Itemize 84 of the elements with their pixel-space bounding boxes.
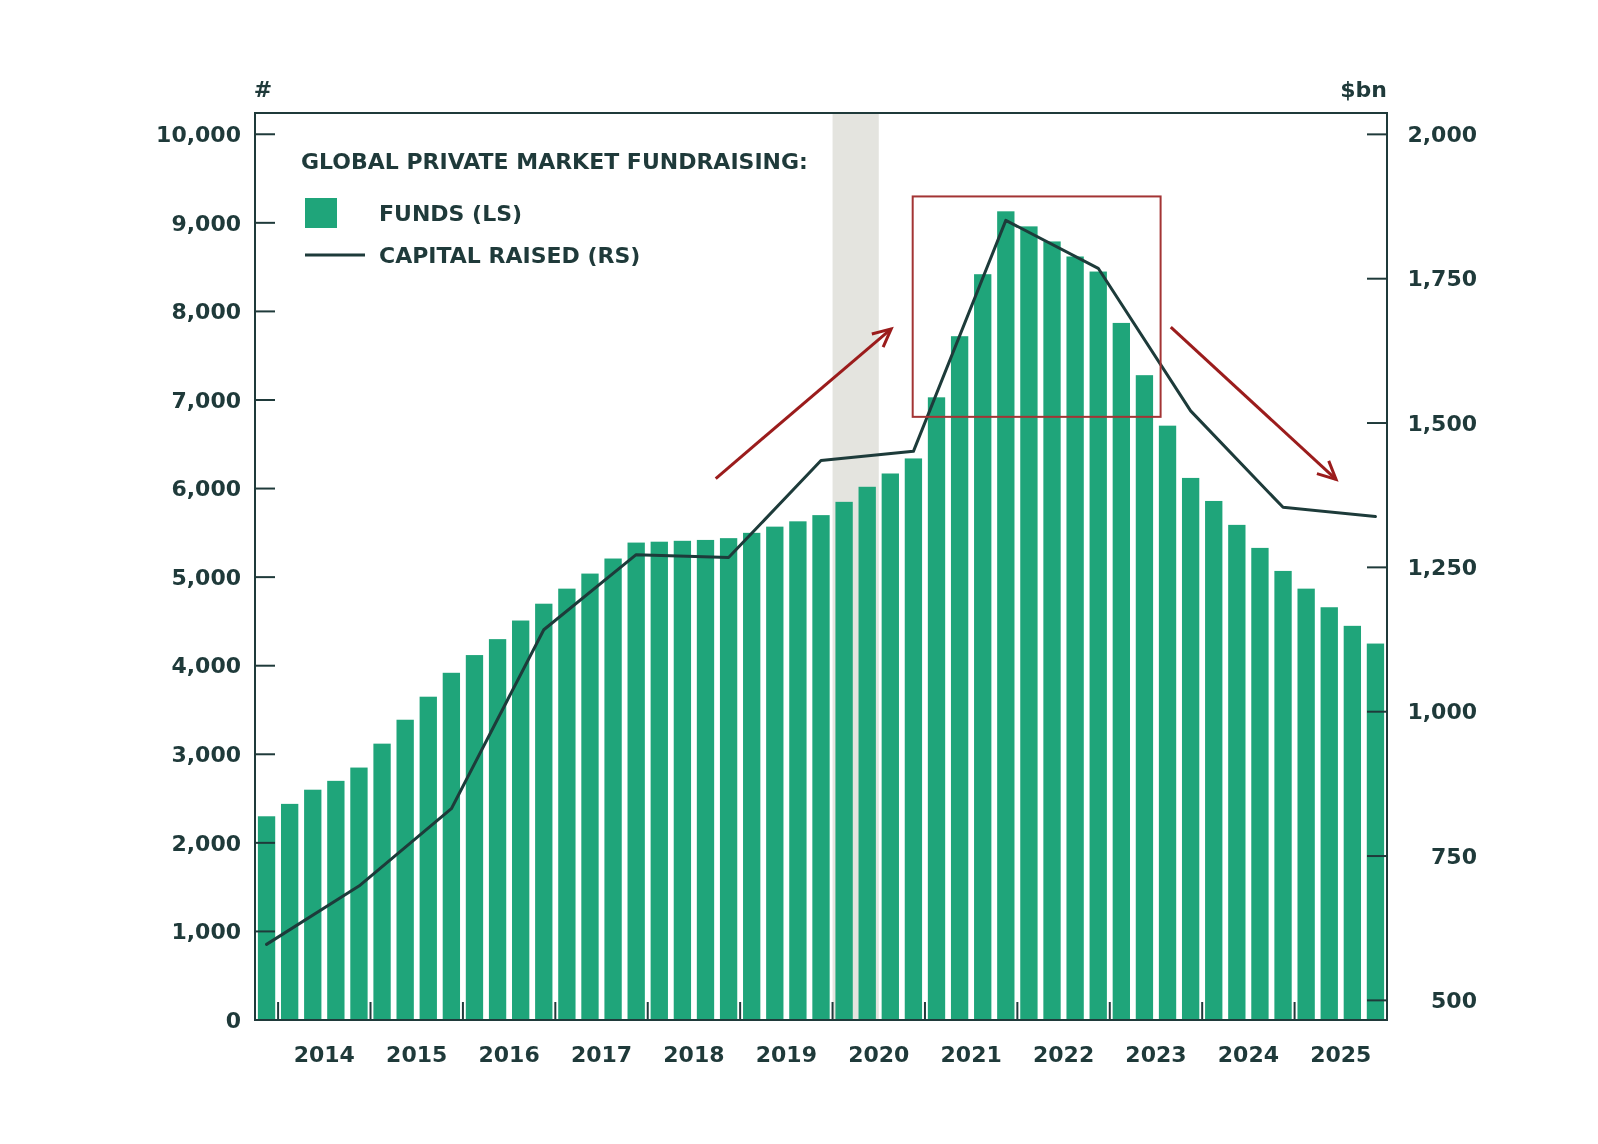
bar <box>858 486 876 1020</box>
bar <box>350 767 368 1020</box>
bar <box>812 515 830 1020</box>
bar <box>1274 570 1292 1020</box>
legend-title: GLOBAL PRIVATE MARKET FUNDRAISING: <box>301 148 808 174</box>
x-tick-label: 2023 <box>1125 1042 1187 1067</box>
bar <box>1251 547 1269 1020</box>
bar <box>997 211 1015 1020</box>
bar <box>650 541 668 1020</box>
bar <box>581 573 599 1020</box>
x-tick-label: 2019 <box>755 1042 817 1067</box>
bar <box>512 620 530 1020</box>
bar <box>627 542 645 1020</box>
bar <box>835 501 853 1020</box>
x-tick-label: 2024 <box>1217 1042 1279 1067</box>
y-tick-label: 2,000 <box>171 830 241 856</box>
y-tick-label: 4,000 <box>171 653 241 679</box>
y-tick-label: 1,000 <box>171 919 241 945</box>
bar <box>1135 375 1154 1020</box>
legend-label: FUNDS (LS) <box>379 200 523 226</box>
bar <box>1228 524 1246 1020</box>
x-tick-label: 2014 <box>293 1042 355 1067</box>
y-tick-label: 8,000 <box>171 299 241 325</box>
bar <box>696 539 715 1020</box>
bar <box>373 743 391 1020</box>
y-tick-label: 7,000 <box>171 387 241 413</box>
bar <box>927 397 946 1020</box>
y2-tick-label: 750 <box>1431 843 1477 869</box>
y-tick-label: 9,000 <box>171 210 241 236</box>
bar <box>1089 271 1107 1020</box>
x-tick-label: 2021 <box>940 1042 1002 1067</box>
bar <box>257 816 276 1020</box>
bar <box>881 473 899 1020</box>
bar <box>558 588 576 1020</box>
bar <box>743 532 761 1020</box>
y-tick-label: 10,000 <box>156 121 241 147</box>
bar <box>396 719 414 1020</box>
bar <box>327 780 345 1020</box>
bar <box>1158 425 1177 1020</box>
bar <box>1297 588 1315 1020</box>
y-tick-label: 0 <box>225 1007 241 1033</box>
y-axis-title: # <box>253 77 273 102</box>
x-tick-label: 2016 <box>478 1042 540 1067</box>
y2-tick-label: 1,500 <box>1407 410 1477 436</box>
x-tick-label: 2017 <box>570 1042 633 1067</box>
bar <box>1020 226 1038 1020</box>
y-tick-label: 3,000 <box>171 741 241 767</box>
x-tick-label: 2022 <box>1032 1042 1095 1067</box>
y2-tick-label: 500 <box>1431 988 1477 1014</box>
bar <box>1112 322 1130 1020</box>
y2-tick-label: 1,250 <box>1407 555 1477 581</box>
bar <box>789 521 807 1020</box>
bar <box>1181 477 1200 1020</box>
y-tick-label: 5,000 <box>171 564 241 590</box>
bar <box>465 655 484 1020</box>
bar <box>419 696 437 1020</box>
bar <box>673 540 692 1020</box>
bar <box>1366 643 1385 1020</box>
y-tick-label: 6,000 <box>171 476 241 502</box>
bar <box>766 526 784 1020</box>
x-tick-label: 2020 <box>848 1042 910 1067</box>
bar <box>280 803 299 1020</box>
bar <box>1043 241 1061 1020</box>
bar <box>304 789 322 1020</box>
bar <box>950 336 969 1020</box>
y2-tick-label: 2,000 <box>1407 122 1477 148</box>
bar <box>1066 256 1084 1020</box>
y2-axis-title: $bn <box>1340 77 1387 102</box>
bar <box>974 274 992 1020</box>
bar <box>488 639 507 1020</box>
bar <box>1205 500 1223 1020</box>
y2-tick-label: 1,750 <box>1407 266 1477 292</box>
bar <box>535 603 553 1020</box>
bar <box>442 672 461 1020</box>
x-tick-label: 2025 <box>1310 1042 1372 1067</box>
x-tick-label: 2015 <box>386 1042 448 1067</box>
bar <box>904 458 923 1020</box>
y2-tick-label: 1,000 <box>1407 699 1477 725</box>
bar <box>719 538 738 1020</box>
x-tick-label: 2018 <box>663 1042 725 1067</box>
bar <box>604 558 622 1020</box>
bar <box>1343 625 1362 1020</box>
legend-label: CAPITAL RAISED (RS) <box>379 242 641 268</box>
bar <box>1320 607 1338 1020</box>
